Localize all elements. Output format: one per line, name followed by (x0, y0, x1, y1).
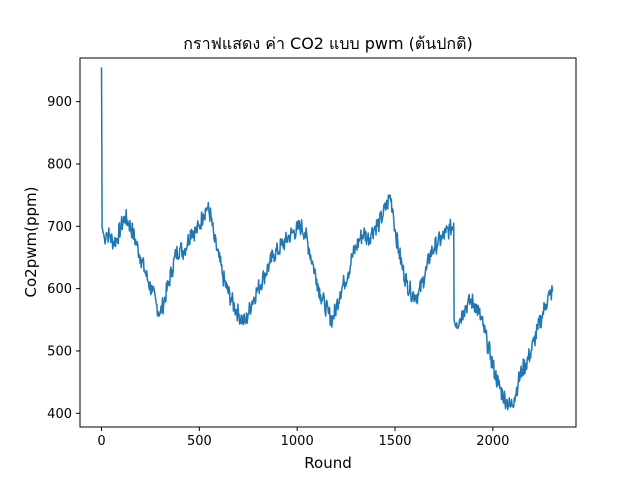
x-tick-label: 2000 (476, 434, 509, 449)
y-tick-label: 800 (47, 157, 72, 172)
x-tick-label: 500 (187, 434, 212, 449)
x-tick-label: 1500 (378, 434, 411, 449)
y-tick-label: 700 (47, 220, 72, 235)
plot-frame (79, 57, 577, 428)
y-tick-label: 500 (47, 344, 72, 359)
x-axis-ticks: 0 500 1000 1500 2000 (97, 427, 509, 449)
y-axis-ticks: 400 500 600 700 800 900 (47, 95, 80, 422)
y-tick-label: 600 (47, 282, 72, 297)
x-tick-label: 0 (97, 434, 105, 449)
y-tick-label: 900 (47, 95, 72, 110)
y-tick-label: 400 (47, 407, 72, 422)
plot-area (80, 58, 576, 427)
x-tick-label: 1000 (281, 434, 314, 449)
series-layer (100, 67, 554, 411)
chart-title: กราฟแสดง ค่า CO2 แบบ pwm (ต้นปกติ) (183, 34, 472, 53)
x-axis-label: Round (304, 454, 351, 472)
y-axis-label: Co2pwm(ppm) (22, 187, 40, 298)
series-line-0 (100, 67, 554, 411)
